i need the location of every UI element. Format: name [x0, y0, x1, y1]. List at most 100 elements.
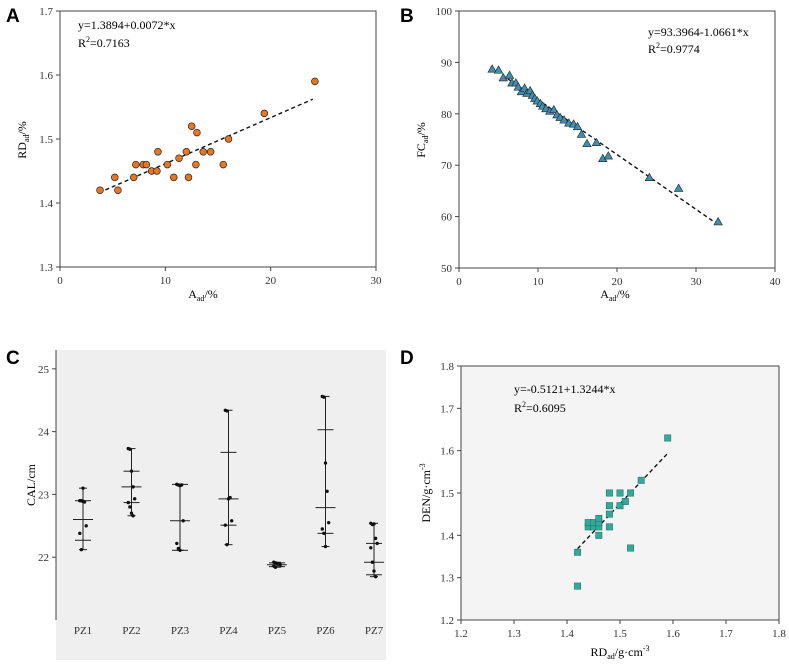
- c-data-point: [129, 511, 134, 515]
- b-ytick-label: 50: [441, 263, 453, 275]
- d-ytick-label: 1.5: [440, 488, 454, 500]
- a-data-point: [175, 154, 183, 162]
- b-data-point: [498, 73, 508, 82]
- panel-b-xlabel: Aad/%: [600, 287, 630, 303]
- c-data-point: [320, 527, 324, 531]
- c-category-label: PZ5: [268, 625, 287, 637]
- c-data-point: [323, 461, 328, 465]
- b-ytick-label: 90: [441, 57, 453, 69]
- c-ytick-label: 25: [38, 364, 50, 376]
- b-data-point: [576, 129, 587, 138]
- a-data-point: [114, 186, 122, 194]
- panel-b-equation: y=93.3964-1.0661*x: [648, 25, 749, 39]
- c-data-point: [372, 522, 376, 526]
- b-data-point: [713, 216, 723, 226]
- b-xtick-label: 20: [612, 276, 624, 288]
- c-data-point: [81, 486, 85, 490]
- a-data-point: [96, 186, 104, 194]
- d-data-point: [595, 514, 603, 522]
- c-data-point: [225, 542, 229, 547]
- d-data-point: [637, 476, 645, 484]
- d-data-point: [574, 582, 582, 590]
- b-xtick-label: 0: [456, 276, 462, 288]
- c-data-point: [322, 395, 326, 399]
- a-xtick-label: 20: [265, 275, 277, 287]
- a-ytick-label: 1.7: [39, 6, 53, 18]
- b-xtick-label: 10: [533, 276, 545, 288]
- a-data-point: [193, 128, 201, 137]
- c-data-point: [223, 523, 227, 527]
- b-data-point: [644, 172, 655, 181]
- d-data-point: [621, 498, 629, 505]
- a-xtick-label: 30: [371, 275, 383, 287]
- a-data-point: [154, 148, 162, 156]
- d-xtick-label: 1.5: [613, 628, 627, 640]
- d-data-point: [595, 531, 603, 539]
- a-data-point: [260, 109, 269, 118]
- c-data-point: [178, 548, 182, 553]
- b-data-point: [559, 115, 569, 124]
- d-data-point: [627, 489, 635, 497]
- a-data-point: [311, 77, 319, 86]
- panel-a-frame: [59, 10, 377, 268]
- a-data-point: [187, 122, 196, 130]
- b-xtick-label: 40: [770, 276, 782, 288]
- b-ytick-label: 80: [441, 109, 453, 121]
- panel-b-frame: [458, 10, 776, 269]
- d-ytick-label: 1.8: [440, 361, 454, 373]
- a-data-point: [163, 160, 172, 169]
- c-data-point: [179, 483, 184, 487]
- c-category-label: PZ7: [365, 625, 384, 637]
- panel-a-r2: R2=0.7163: [78, 35, 130, 50]
- panel-b-ylabel: FCad/%: [414, 122, 430, 158]
- a-data-point: [111, 173, 119, 182]
- d-xtick-label: 1.7: [719, 628, 733, 640]
- a-xtick-label: 0: [57, 275, 63, 287]
- a-data-point: [219, 160, 228, 169]
- a-xtick-label: 10: [160, 275, 172, 287]
- a-data-point: [184, 173, 193, 182]
- c-data-point: [78, 531, 82, 536]
- c-data-point: [133, 497, 137, 501]
- panel-d-letter: D: [400, 348, 414, 369]
- panel-d-xlabel: RDad/g·cm-3: [591, 644, 650, 661]
- a-ytick-label: 1.3: [39, 262, 53, 274]
- c-data-point: [128, 505, 132, 509]
- b-data-point: [673, 183, 684, 192]
- panel-b-r2: R2=0.9774: [648, 41, 700, 56]
- a-data-point: [199, 148, 208, 156]
- panel-a-equation: y=1.3894+0.0072*x: [78, 18, 176, 32]
- d-data-point: [574, 548, 582, 556]
- c-category-label: PZ1: [74, 625, 92, 637]
- d-xtick-label: 1.6: [666, 628, 680, 640]
- a-data-point: [129, 173, 138, 182]
- d-data-point: [616, 489, 624, 497]
- a-data-point: [153, 167, 161, 175]
- c-data-point: [372, 569, 376, 573]
- c-category-label: PZ4: [219, 625, 238, 637]
- b-data-point: [487, 64, 497, 73]
- c-data-point: [322, 531, 326, 536]
- panel-c: C 22 23 24 25 PZ1 PZ2 PZ3 PZ4 PZ5 PZ6 PZ7 CAL/cm: [6, 348, 386, 660]
- panel-c-ylabel: CAL/cm: [24, 463, 38, 506]
- b-data-point: [591, 137, 602, 147]
- panel-a: A 0 10 20 30 1.3 1.4 1.5 1.6 1.7 y=1.3894+0.0072…: [6, 6, 382, 303]
- b-data-point: [603, 151, 614, 160]
- b-data-point: [504, 70, 515, 79]
- a-ytick-label: 1.4: [39, 198, 53, 210]
- c-data-point: [323, 544, 328, 549]
- panel-d-ylabel: DEN/g·cm-3: [418, 463, 433, 522]
- c-data-point: [375, 541, 379, 546]
- d-data-point: [627, 544, 635, 552]
- a-data-point: [132, 160, 140, 169]
- d-ytick-label: 1.7: [440, 403, 454, 415]
- panel-d-frame: [460, 365, 780, 621]
- c-data-point: [325, 489, 329, 493]
- b-data-point: [513, 82, 523, 91]
- d-data-point: [664, 434, 672, 442]
- b-ytick-label: 60: [441, 212, 453, 224]
- a-data-point: [170, 173, 178, 182]
- d-xtick-label: 1.8: [772, 628, 786, 640]
- panel-a-ylabel: RDad/%: [15, 121, 31, 159]
